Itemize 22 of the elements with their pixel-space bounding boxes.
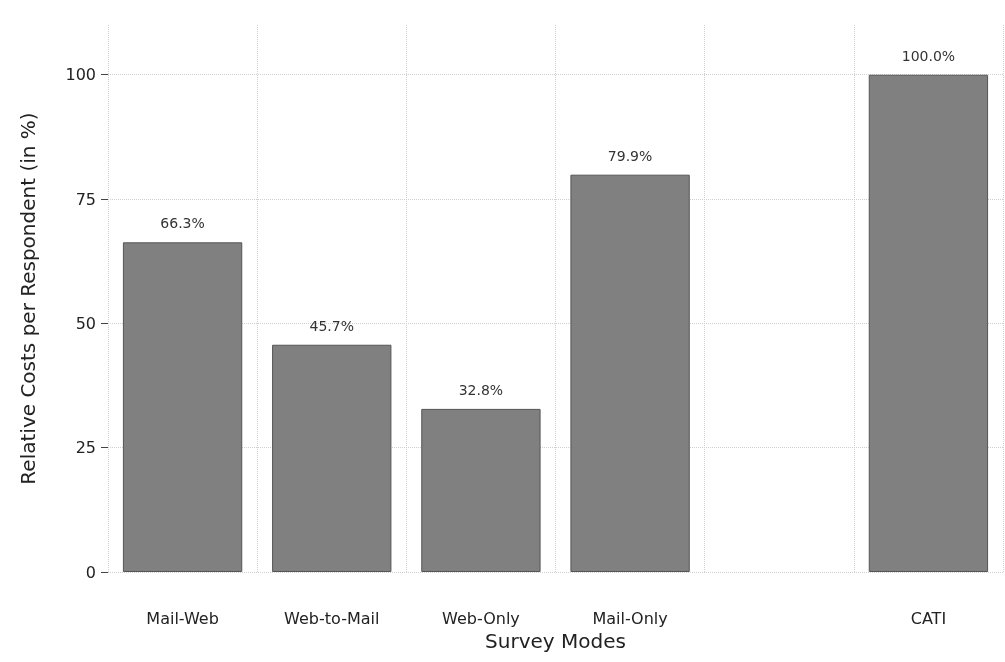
data-label: 32.8% xyxy=(458,381,504,398)
y-tick-label: 50 xyxy=(75,313,96,333)
bar xyxy=(868,74,989,572)
y-tick-label: 75 xyxy=(75,189,96,209)
y-tick-label: 0 xyxy=(85,562,96,582)
x-axis-title: Survey Modes xyxy=(485,628,626,653)
y-tick-label: 25 xyxy=(75,438,96,458)
data-label: 66.3% xyxy=(160,215,205,232)
data-label: 45.7% xyxy=(309,317,354,334)
data-label: 100.0% xyxy=(901,47,956,64)
data-label: 79.9% xyxy=(607,147,653,164)
x-tick-label: Web-Only xyxy=(442,608,520,628)
y-axis-title: Relative Costs per Respondent (in %) xyxy=(16,112,40,485)
bar xyxy=(122,242,243,572)
y-tick-label: 100 xyxy=(65,65,96,85)
bar xyxy=(272,344,392,572)
bar xyxy=(421,408,541,572)
x-tick-label: Mail-Only xyxy=(592,608,668,628)
x-tick-label: Mail-Web xyxy=(146,608,219,628)
x-tick-label: CATI xyxy=(910,608,947,628)
x-tick-label: Web-to-Mail xyxy=(284,608,380,628)
bar xyxy=(570,174,690,572)
